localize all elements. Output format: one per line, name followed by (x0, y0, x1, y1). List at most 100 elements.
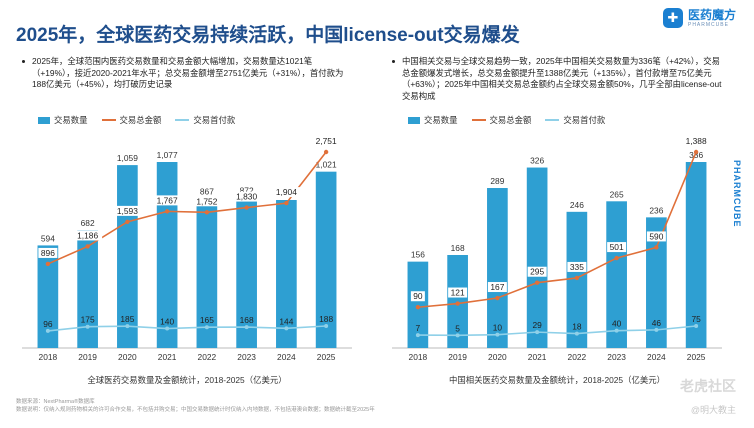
deal-count-label: 594 (41, 233, 55, 243)
upfront-label: 188 (319, 314, 333, 324)
deal-count-label: 246 (570, 200, 584, 210)
upfront-label: 140 (160, 317, 174, 327)
total-value-label: 1,186 (77, 230, 98, 240)
deal-count-bar (276, 199, 297, 348)
total-value-point (455, 301, 460, 306)
deal-count-bar (77, 230, 98, 348)
upfront-point (455, 333, 460, 338)
bar-swatch-icon (408, 116, 420, 124)
upfront-point (614, 328, 619, 333)
upfront-point (165, 326, 170, 331)
total-value-point (495, 295, 500, 301)
upfront-label: 46 (652, 318, 662, 328)
total-value-point (284, 200, 289, 206)
total-value-point (164, 209, 170, 214)
upfront-point (415, 333, 420, 338)
total-value-label-bg (410, 291, 425, 302)
x-tick-label: 2024 (647, 352, 666, 362)
watermark-sub: @明大教主 (690, 405, 736, 415)
legend-deal-count-label: 交易数量 (54, 115, 88, 125)
x-tick-label: 2021 (528, 352, 547, 362)
upfront-label: 10 (493, 323, 503, 333)
upfront-label: 40 (612, 319, 622, 329)
total-value-line (47, 151, 327, 265)
legend-total-value: 交易总金额 (101, 114, 161, 126)
deal-count-label: 265 (610, 189, 624, 199)
total-value-label-bg (38, 247, 58, 258)
china-deals-chart: 156 2018 168 2019 289 2020 326 2021 246 2022 265 20… (392, 136, 722, 362)
page-title: 2025年，全球医药交易持续活跃，中国license-out交易爆发 (16, 25, 520, 46)
upfront-point (244, 325, 249, 330)
upfront-point (85, 324, 90, 329)
total-value-label: 1,904 (276, 187, 297, 197)
total-value-label-bg (271, 187, 301, 198)
deal-count-bar (156, 162, 178, 348)
total-value-label: 1,830 (236, 192, 257, 202)
total-value-point (654, 245, 659, 250)
china-summary-text: 中国相关交易与全球交易趋势一致，2025年中国相关交易数量为336笔（+42%）… (392, 56, 722, 114)
brand-logo: ✚ 医药魔方 PHARMCUBE (662, 8, 736, 28)
x-tick-label: 2021 (158, 352, 177, 362)
total-value-point (614, 255, 619, 261)
x-tick-label: 2025 (317, 352, 336, 362)
total-value-label-bg (646, 231, 666, 242)
x-tick-label: 2023 (607, 352, 626, 362)
total-value-point (125, 219, 130, 225)
legend-total-value-label: 交易总金额 (489, 115, 532, 125)
upfront-line (47, 325, 327, 332)
upfront-point (45, 328, 50, 333)
deal-count-bar (526, 167, 548, 348)
upfront-label: 185 (120, 314, 134, 324)
total-value-label-bg (73, 230, 103, 241)
total-value-label-bg (527, 266, 547, 277)
total-value-point (323, 149, 329, 155)
x-tick-label: 2020 (118, 352, 137, 362)
upfront-label: 75 (691, 314, 701, 324)
total-value-label: 335 (570, 262, 584, 272)
total-value-label-bg (448, 287, 468, 298)
total-value-point (574, 275, 580, 281)
upfront-point (284, 326, 289, 331)
total-value-label: 1,767 (157, 195, 178, 205)
upfront-point (495, 332, 500, 337)
total-value-point (534, 280, 540, 285)
legend-deal-count: 交易数量 (408, 114, 458, 126)
legend-upfront: 交易首付款 (175, 114, 235, 126)
legend-total-value: 交易总金额 (471, 114, 532, 126)
total-value-line (417, 151, 697, 309)
footer-notes: 数据来源：NextPharma®数据库 数据说明：仅纳入规则药物相关的许可合作交… (16, 398, 634, 414)
total-value-label: 167 (490, 282, 504, 292)
legend-upfront-label: 交易首付款 (193, 115, 236, 125)
line-swatch-icon (545, 119, 560, 121)
deal-count-bar (407, 261, 429, 348)
deal-count-label: 682 (81, 218, 95, 228)
global-deals-chart: 594 2018 682 2019 1,059 2020 1,077 2021 867 2022 8… (22, 136, 352, 362)
total-value-label: 295 (530, 267, 544, 277)
x-tick-label: 2025 (687, 352, 706, 362)
x-tick-label: 2023 (237, 352, 256, 362)
total-value-label-bg (681, 136, 711, 146)
x-tick-label: 2022 (198, 352, 217, 362)
upfront-label: 5 (455, 323, 460, 333)
x-tick-label: 2020 (488, 352, 507, 362)
deal-count-label: 867 (200, 186, 214, 196)
deal-count-bar (196, 198, 218, 348)
line-swatch-icon (175, 119, 190, 121)
total-value-point (693, 149, 699, 155)
upfront-point (574, 331, 579, 336)
total-value-label: 90 (413, 291, 423, 301)
deal-count-label: 168 (451, 243, 465, 253)
upfront-label: 168 (240, 315, 254, 325)
china-legend: 交易数量 交易总金额 交易首付款 (408, 114, 722, 126)
total-value-label: 1,752 (196, 196, 217, 206)
line-swatch-icon (101, 119, 116, 121)
upfront-label: 144 (279, 316, 293, 326)
total-value-label: 590 (649, 231, 663, 241)
upfront-label: 18 (572, 322, 582, 332)
china-chart-caption: 中国相关医药交易数量及金额统计，2018-2025（亿美元） (449, 375, 665, 385)
x-tick-label: 2019 (448, 352, 467, 362)
total-value-label-bg (607, 242, 627, 253)
upfront-point (204, 325, 209, 330)
deal-count-label: 1,021 (316, 160, 337, 170)
total-value-point (204, 210, 210, 215)
